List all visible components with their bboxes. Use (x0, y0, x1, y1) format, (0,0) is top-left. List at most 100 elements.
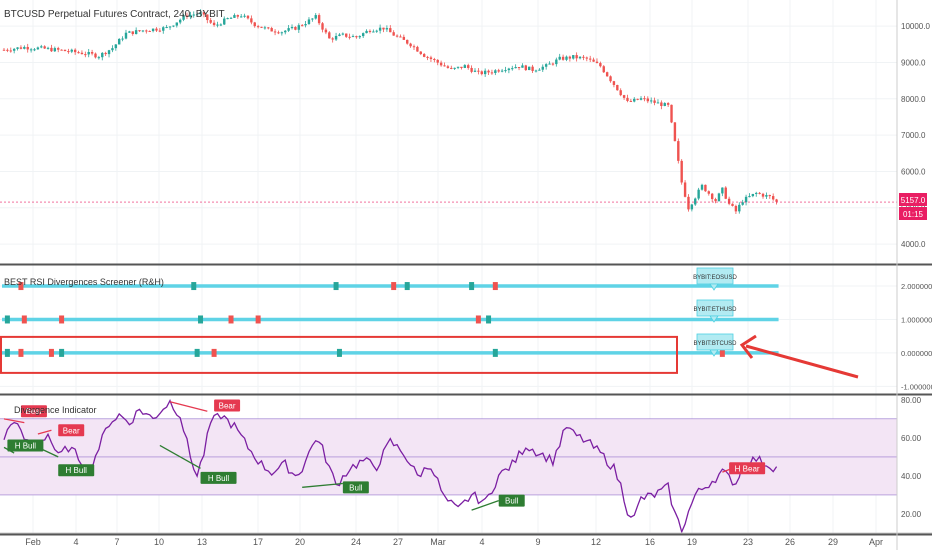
candle-body (429, 57, 433, 60)
candle-body (697, 189, 700, 199)
candle-body (439, 62, 443, 66)
candle-body (775, 199, 778, 202)
candle-body (73, 49, 77, 53)
candle-body (687, 196, 690, 210)
candle-body (487, 70, 490, 73)
candle-body (683, 182, 687, 197)
candle-body (236, 15, 240, 17)
candle-body (185, 15, 189, 17)
x-tick-label: 4 (479, 537, 484, 547)
candle-body (636, 98, 639, 100)
bull-marker (333, 282, 339, 291)
price-tick-label: 9000.0 (901, 58, 926, 67)
candle-body (477, 70, 480, 72)
candle-body (101, 52, 104, 58)
x-tick-label: 13 (197, 537, 207, 547)
candle-body (341, 33, 345, 35)
divergence-label: Bull (349, 483, 363, 492)
candle-body (138, 30, 141, 32)
candle-body (80, 52, 84, 55)
candle-body (165, 27, 168, 29)
candle-body (616, 84, 619, 91)
candle-body (663, 103, 666, 107)
candle-body (94, 53, 97, 58)
candle-body (300, 25, 304, 27)
candle-body (741, 202, 744, 205)
divergence-badge (498, 494, 525, 507)
price-tick-label: 6000.0 (901, 167, 926, 176)
candle-body (544, 64, 548, 67)
candle-body (297, 25, 300, 30)
divergence-badge (214, 399, 241, 412)
candle-body (372, 31, 375, 33)
candle-body (382, 27, 385, 30)
bear-marker (59, 315, 65, 324)
candle-body (734, 205, 738, 212)
candle-body (226, 18, 229, 20)
screener-label-btcusd: BYBIT:BTCUSD (693, 333, 737, 357)
candle-body (622, 95, 626, 98)
candle-body (277, 32, 280, 34)
candle-body (721, 187, 724, 194)
candle-body (280, 32, 284, 34)
candle-body (19, 47, 23, 49)
divergence-label: Bear (25, 407, 42, 416)
candle-body (233, 15, 236, 18)
candle-body (260, 26, 263, 28)
bull-marker (469, 282, 475, 291)
candle-body (453, 67, 456, 69)
candle-body (531, 66, 534, 71)
candle-body (558, 56, 561, 60)
candle-body (551, 63, 555, 65)
chart-title: BTCUSD Perpetual Futures Contract, 240, … (4, 9, 225, 20)
btcusd-highlight-box (0, 335, 678, 374)
x-tick-label: Feb (25, 537, 41, 547)
screener-label-ethusd: BYBIT:ETHUSD (693, 299, 737, 323)
candle-body (219, 24, 223, 26)
bear-marker (18, 282, 24, 291)
x-tick-label: 12 (591, 537, 601, 547)
candle-body (494, 70, 497, 74)
candle-body (507, 68, 511, 71)
candle-body (568, 56, 572, 59)
candle-body (521, 65, 524, 68)
divergence-line (159, 444, 201, 469)
candle-body (480, 71, 483, 75)
bull-marker (194, 348, 200, 357)
candle-body (605, 72, 609, 77)
candle-body (43, 46, 46, 49)
candle-body (63, 49, 67, 52)
screener-pane[interactable] (2, 282, 779, 357)
candle-body (680, 160, 683, 183)
candle-body (273, 31, 277, 33)
candle-body (70, 49, 73, 52)
candle-body (355, 36, 358, 38)
bear-marker (48, 348, 54, 357)
divergence-badge (7, 439, 44, 452)
candle-body (189, 14, 192, 17)
candle-body (389, 28, 392, 33)
screener-labels: BYBIT:EOSUSD BYBIT:ETHUSD BYBIT:BTCUSD (693, 267, 738, 357)
candle-body (246, 15, 250, 19)
candle-body (517, 67, 521, 69)
x-tick-label: 17 (253, 537, 263, 547)
price-pane[interactable] (0, 9, 897, 214)
x-tick-label: 9 (535, 537, 540, 547)
candle-body (700, 184, 704, 190)
bull-marker (198, 315, 204, 324)
candle-body (555, 59, 558, 65)
bull-marker (59, 348, 65, 357)
candle-body (392, 32, 395, 36)
candle-body (717, 193, 721, 202)
rsi-pane[interactable]: Bear Bear Bear H Bull H Bull H Bull Bull Bull H … (0, 399, 897, 534)
candle-body (460, 66, 463, 68)
candle-body (57, 48, 60, 50)
candle-body (575, 55, 578, 59)
candle-body (419, 51, 422, 55)
candle-body (483, 70, 487, 75)
candle-body (307, 19, 311, 25)
rsi-tick-label: 60.00 (901, 434, 922, 443)
candle-body (334, 35, 338, 40)
candle-body (599, 63, 602, 67)
